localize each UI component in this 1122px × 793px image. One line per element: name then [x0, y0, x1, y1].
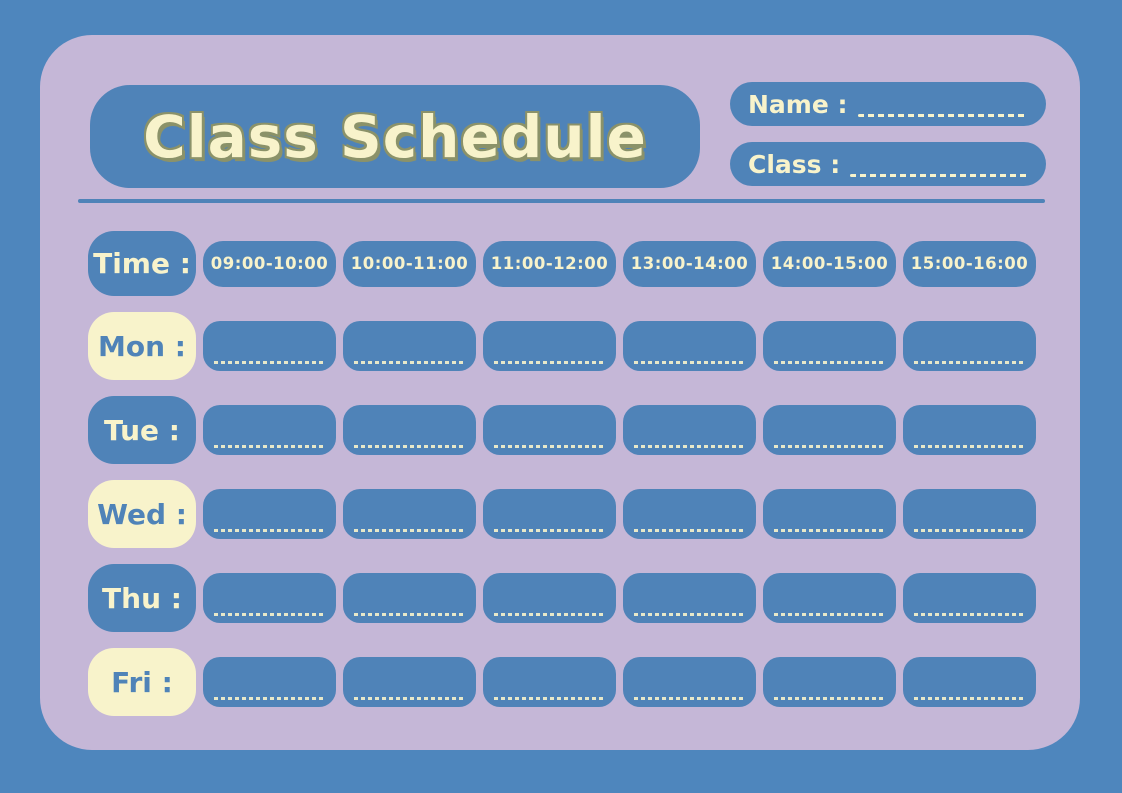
cell-write-line — [214, 361, 325, 364]
schedule-cell — [903, 489, 1036, 539]
schedule-cell — [763, 321, 896, 371]
schedule-cell — [483, 321, 616, 371]
schedule-cell — [623, 405, 756, 455]
time-slot: 11:00-12:00 — [483, 240, 616, 287]
header: Class Schedule Name : Class : — [90, 82, 1046, 188]
schedule-cell — [763, 657, 896, 707]
schedule-cell — [623, 321, 756, 371]
cell-write-line — [634, 361, 745, 364]
cell-write-line — [634, 529, 745, 532]
day-label-wed: Wed : — [88, 480, 196, 548]
schedule-cell — [343, 321, 476, 371]
schedule-cell — [203, 573, 336, 623]
time-slot: 10:00-11:00 — [343, 240, 476, 287]
name-field: Name : — [730, 82, 1046, 126]
day-label-mon: Mon : — [88, 312, 196, 380]
time-slot: 14:00-15:00 — [763, 240, 896, 287]
cell-write-line — [214, 529, 325, 532]
day-label-wed-text: Wed : — [97, 497, 187, 531]
cell-write-line — [774, 445, 885, 448]
cell-write-line — [774, 529, 885, 532]
schedule-cell — [343, 489, 476, 539]
schedule-cell — [483, 405, 616, 455]
day-label-tue-text: Tue : — [104, 413, 180, 447]
cell-write-line — [634, 613, 745, 616]
title-banner: Class Schedule — [90, 85, 700, 188]
time-slot-text: 14:00-15:00 — [770, 254, 889, 273]
day-label-tue: Tue : — [88, 396, 196, 464]
time-header-label: Time : — [88, 231, 196, 296]
cell-write-line — [354, 361, 465, 364]
schedule-cell — [483, 489, 616, 539]
schedule-cell — [203, 321, 336, 371]
cell-write-line — [494, 529, 605, 532]
time-slot: 09:00-10:00 — [203, 240, 336, 287]
schedule-cell — [343, 573, 476, 623]
schedule-cell — [903, 657, 1036, 707]
day-label-thu-text: Thu : — [102, 581, 182, 615]
cell-write-line — [774, 697, 885, 700]
schedule-cell — [623, 657, 756, 707]
time-header-label-text: Time : — [93, 247, 191, 280]
schedule-cell — [763, 489, 896, 539]
cell-write-line — [354, 613, 465, 616]
time-slot-text: 11:00-12:00 — [490, 254, 609, 273]
page-title: Class Schedule — [143, 102, 647, 171]
schedule-cell — [203, 489, 336, 539]
schedule-cell — [763, 573, 896, 623]
cell-write-line — [634, 697, 745, 700]
schedule-cell — [483, 573, 616, 623]
divider — [78, 199, 1045, 203]
schedule-cell — [203, 405, 336, 455]
cell-write-line — [214, 445, 325, 448]
day-label-mon-text: Mon : — [98, 329, 186, 363]
day-label-thu: Thu : — [88, 564, 196, 632]
cell-write-line — [354, 697, 465, 700]
schedule-cell — [203, 657, 336, 707]
cell-write-line — [494, 361, 605, 364]
schedule-card: Class Schedule Name : Class : Time : 09:0… — [40, 35, 1080, 750]
class-label: Class : — [748, 149, 841, 179]
cell-write-line — [214, 613, 325, 616]
schedule-grid: Time : 09:00-10:00 10:00-11:00 11:00-12:00 1… — [88, 231, 1036, 716]
schedule-cell — [483, 657, 616, 707]
time-slot-text: 10:00-11:00 — [350, 254, 469, 273]
cell-write-line — [494, 697, 605, 700]
cell-write-line — [774, 613, 885, 616]
cell-write-line — [354, 445, 465, 448]
schedule-cell — [903, 321, 1036, 371]
time-slot-text: 13:00-14:00 — [630, 254, 749, 273]
time-slot: 15:00-16:00 — [903, 240, 1036, 287]
cell-write-line — [914, 361, 1025, 364]
schedule-cell — [623, 489, 756, 539]
time-slot: 13:00-14:00 — [623, 240, 756, 287]
schedule-cell — [343, 657, 476, 707]
day-label-fri: Fri : — [88, 648, 196, 716]
schedule-cell — [763, 405, 896, 455]
class-write-line — [850, 173, 1028, 177]
name-label: Name : — [748, 89, 848, 119]
header-fields: Name : Class : — [730, 82, 1046, 186]
cell-write-line — [914, 697, 1025, 700]
schedule-cell — [903, 573, 1036, 623]
name-write-line — [857, 113, 1028, 117]
day-label-fri-text: Fri : — [111, 665, 173, 699]
cell-write-line — [214, 697, 325, 700]
schedule-cell — [903, 405, 1036, 455]
schedule-cell — [343, 405, 476, 455]
cell-write-line — [914, 445, 1025, 448]
class-field: Class : — [730, 142, 1046, 186]
cell-write-line — [774, 361, 885, 364]
time-slot-text: 15:00-16:00 — [910, 254, 1029, 273]
cell-write-line — [914, 529, 1025, 532]
cell-write-line — [494, 613, 605, 616]
cell-write-line — [914, 613, 1025, 616]
schedule-cell — [623, 573, 756, 623]
cell-write-line — [354, 529, 465, 532]
cell-write-line — [494, 445, 605, 448]
cell-write-line — [634, 445, 745, 448]
time-slot-text: 09:00-10:00 — [210, 254, 329, 273]
